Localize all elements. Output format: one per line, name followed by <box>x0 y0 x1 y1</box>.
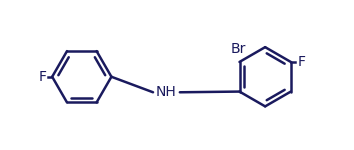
Text: NH: NH <box>156 85 177 99</box>
Text: Br: Br <box>230 42 246 56</box>
Text: F: F <box>298 55 306 69</box>
Text: F: F <box>39 70 46 84</box>
